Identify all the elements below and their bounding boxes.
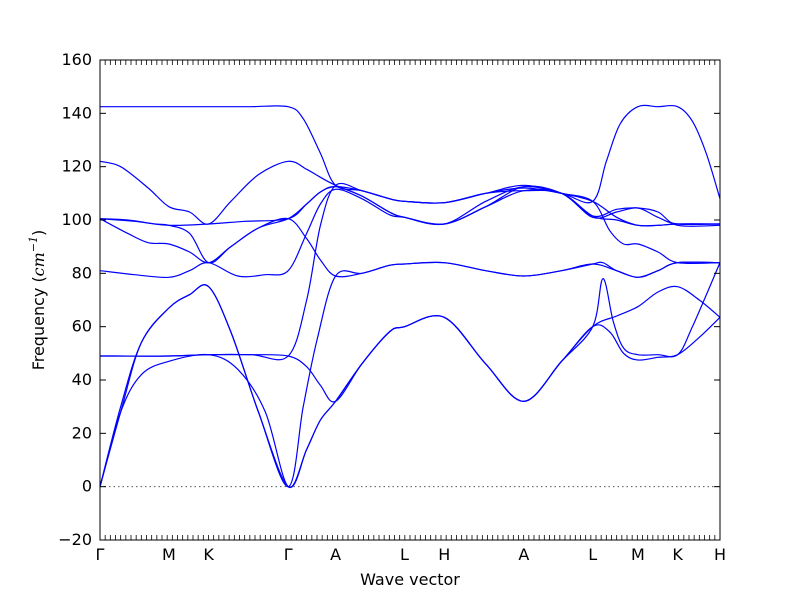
band-line-4	[99, 262, 721, 403]
plot-area	[100, 60, 720, 540]
y-tick-marks: −20 0 20 40 60 80 100 120 140 160	[58, 50, 720, 549]
y-axis-title: Frequency (cm−1)	[27, 230, 48, 371]
x-tick-label: A	[330, 545, 341, 564]
y-axis-title-prefix: Frequency (	[29, 276, 48, 370]
x-tick-label: L	[400, 545, 409, 564]
x-tick-label: L	[588, 545, 597, 564]
x-tick-label: Γ	[284, 545, 293, 564]
x-tick-label: M	[631, 545, 645, 564]
plot-frame	[99, 59, 721, 541]
y-tick-label: −20	[58, 530, 92, 549]
band-lines	[99, 104, 721, 488]
y-tick-label: 0	[82, 477, 92, 496]
y-tick-label: 100	[61, 210, 92, 229]
x-tick-label: H	[714, 545, 726, 564]
band-line-7	[99, 217, 721, 278]
y-axis-title-suffix: )	[29, 230, 48, 236]
y-tick-label: 60	[72, 317, 92, 336]
x-axis-title: Wave vector	[360, 570, 460, 589]
y-tick-label: 40	[72, 370, 92, 389]
y-axis-title-exponent: −1	[27, 236, 40, 252]
x-tick-label: H	[438, 545, 450, 564]
x-tick-label: M	[162, 545, 176, 564]
y-tick-label: 140	[61, 103, 92, 122]
x-tick-label: K	[672, 545, 683, 564]
y-tick-label: 20	[72, 423, 92, 442]
y-tick-label: 160	[61, 50, 92, 69]
x-tick-label: Γ	[96, 545, 105, 564]
band-line-10	[99, 160, 721, 227]
y-axis-title-unit: cm	[29, 252, 48, 276]
x-tick-label: A	[518, 545, 529, 564]
y-tick-label: 120	[61, 157, 92, 176]
y-tick-label: 80	[72, 263, 92, 282]
x-tick-label: K	[203, 545, 214, 564]
band-line-11	[99, 104, 721, 204]
